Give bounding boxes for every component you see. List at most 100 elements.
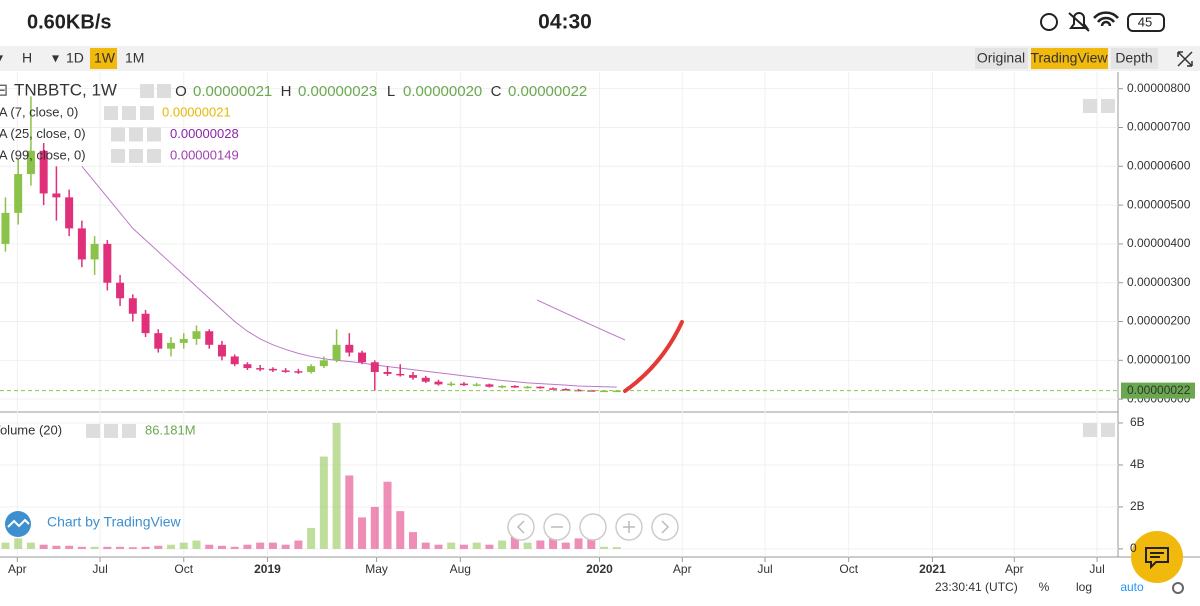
volume-bar <box>205 544 214 549</box>
y-tick-label: 0.00000500 <box>1127 197 1191 211</box>
dropdown[interactable]: ▾ <box>52 50 59 66</box>
candle-body <box>459 383 468 386</box>
x-tick-label: Oct <box>174 562 193 576</box>
reset[interactable] <box>579 513 607 541</box>
last-price-box <box>1121 382 1195 399</box>
volume-bar <box>408 532 417 549</box>
indicator-button[interactable] <box>122 106 136 120</box>
indicator-value: 0.00000021 <box>162 104 231 119</box>
net-speed: 0.60KB/s <box>27 11 112 33</box>
indicator-button[interactable] <box>147 149 161 163</box>
candle-body <box>167 342 176 349</box>
interval[interactable]: 1W <box>94 50 116 66</box>
volume-bar <box>498 540 507 549</box>
last-price-label: 0.00000022 <box>1127 383 1191 397</box>
auto-toggle[interactable]: auto <box>1120 580 1144 594</box>
pane-button[interactable] <box>1101 423 1115 437</box>
ohlc-value: 0.00000022 <box>508 83 587 100</box>
candle-body <box>14 174 23 213</box>
y-tick-label: 4B <box>1130 457 1145 471</box>
settings-button[interactable] <box>157 84 171 98</box>
volume-bar <box>192 540 201 549</box>
nav-icons <box>516 520 670 534</box>
scroll-left[interactable] <box>507 513 535 541</box>
volume-bar <box>319 456 328 549</box>
log-toggle[interactable]: log <box>1076 580 1092 594</box>
menu-icon: ⊟ <box>0 80 8 99</box>
volume-bar <box>77 546 86 549</box>
volume-last: 86.181M <box>145 422 196 437</box>
volume-bar <box>1 542 10 549</box>
mute-icon <box>1068 12 1090 32</box>
x-tick-label: Oct <box>839 562 858 576</box>
y-tick-label: 0.00000300 <box>1127 275 1191 289</box>
pane-button[interactable] <box>1083 423 1097 437</box>
x-tick-label: Apr <box>673 562 692 576</box>
watermark[interactable]: Chart by TradingView <box>47 514 181 530</box>
volume-bar <box>116 546 125 549</box>
candle-body <box>485 384 494 387</box>
volume-bar <box>459 544 468 549</box>
indicator-button[interactable] <box>111 149 125 163</box>
indicator-button[interactable] <box>129 149 143 163</box>
volume-bar <box>510 536 519 549</box>
volume-bar <box>574 538 583 549</box>
candle-body <box>536 386 545 389</box>
pane-button[interactable] <box>1083 99 1097 113</box>
view-tab-label[interactable]: Original <box>977 50 1025 66</box>
alarm-icon <box>1040 13 1058 31</box>
candle-body <box>281 370 290 372</box>
interval[interactable]: 1D <box>66 50 84 66</box>
view-tab[interactable] <box>1111 48 1158 69</box>
close-button[interactable] <box>122 424 136 438</box>
dropdown[interactable]: ▾ <box>0 50 3 66</box>
y-tick-label: 0.00000100 <box>1127 353 1191 367</box>
view-tab-label[interactable]: Depth <box>1115 50 1152 66</box>
pane-button[interactable] <box>1101 99 1115 113</box>
candle-body <box>600 390 609 393</box>
indicator-name: MA (7, close, 0) <box>0 104 78 119</box>
volume-bar <box>167 544 176 549</box>
candle-body <box>549 388 558 390</box>
settings-button[interactable] <box>104 424 118 438</box>
settings-gear[interactable] <box>1172 582 1184 594</box>
tv-logo-mark <box>7 518 30 528</box>
eye-button[interactable] <box>86 424 100 438</box>
indicator-button[interactable] <box>104 106 118 120</box>
fullscreen-button[interactable] <box>1177 51 1193 67</box>
volume-bar <box>26 542 35 549</box>
chat-icon <box>1145 547 1169 570</box>
y-tick-label: 0.00000600 <box>1127 158 1191 172</box>
interval[interactable]: 1M <box>125 50 144 66</box>
eye-button[interactable] <box>140 84 154 98</box>
y-tick-label: 6B <box>1130 415 1145 429</box>
indicator-button[interactable] <box>140 106 154 120</box>
indicator-value: 0.00000149 <box>170 147 239 162</box>
candle-body <box>434 381 443 385</box>
ohlc-key: O <box>175 83 187 100</box>
volume-bar <box>612 547 621 549</box>
volume-bar <box>383 481 392 549</box>
indicator-button[interactable] <box>147 127 161 142</box>
view-tab[interactable] <box>975 48 1028 69</box>
candle-body <box>447 383 456 386</box>
interval[interactable]: H <box>22 50 32 66</box>
percent-toggle[interactable]: % <box>1039 580 1050 594</box>
candle-body <box>319 360 328 367</box>
volume-bar <box>128 547 137 549</box>
volume-bar <box>332 422 341 549</box>
y-tick-label: 0 <box>1130 541 1137 555</box>
indicator-button[interactable] <box>111 127 125 142</box>
candle-body <box>268 368 277 371</box>
indicator-button[interactable] <box>129 127 143 142</box>
active-view <box>1031 48 1108 69</box>
volume-bar <box>90 546 99 549</box>
volume-bar <box>536 540 545 549</box>
scroll-right[interactable] <box>651 513 679 541</box>
candle-body <box>307 366 316 372</box>
status-bar <box>0 0 1200 46</box>
x-tick-label: Apr <box>1005 562 1024 576</box>
view-tab-label[interactable]: TradingView <box>1030 50 1108 66</box>
volume-bar <box>256 542 265 549</box>
